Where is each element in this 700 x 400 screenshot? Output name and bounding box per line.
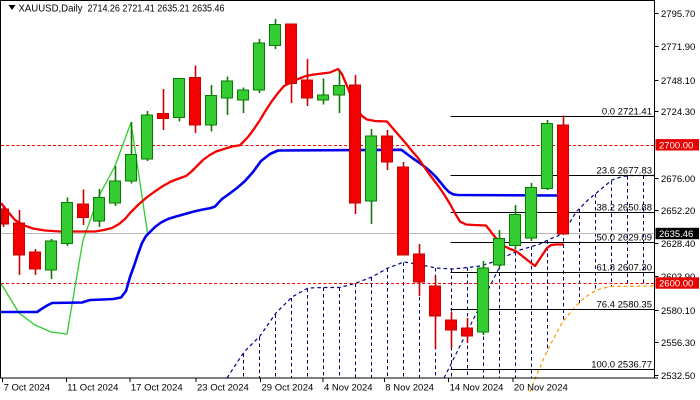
svg-text:2795.70: 2795.70 <box>661 9 695 20</box>
svg-text:20 Nov 2024: 20 Nov 2024 <box>514 383 568 394</box>
svg-text:2771.90: 2771.90 <box>661 42 695 53</box>
svg-text:61.8 2607.30: 61.8 2607.30 <box>597 262 652 273</box>
svg-text:4 Nov 2024: 4 Nov 2024 <box>324 383 373 394</box>
svg-text:0.0 2721.41: 0.0 2721.41 <box>602 106 652 117</box>
svg-text:2580.10: 2580.10 <box>661 306 695 317</box>
svg-text:2748.10: 2748.10 <box>661 76 695 87</box>
svg-text:2600.00: 2600.00 <box>659 279 693 290</box>
svg-text:2724.30: 2724.30 <box>661 107 695 118</box>
svg-text:100.0 2536.77: 100.0 2536.77 <box>591 359 652 370</box>
svg-text:2652.20: 2652.20 <box>661 206 695 217</box>
svg-text:29 Oct 2024: 29 Oct 2024 <box>262 383 314 394</box>
svg-text:7 Oct 2024: 7 Oct 2024 <box>4 383 50 394</box>
svg-text:2635.46: 2635.46 <box>659 229 693 240</box>
svg-text:76.4 2580.35: 76.4 2580.35 <box>597 299 652 310</box>
svg-text:8 Nov 2024: 8 Nov 2024 <box>385 383 434 394</box>
svg-text:XAUUSD,Daily: XAUUSD,Daily <box>19 3 84 15</box>
svg-text:14 Nov 2024: 14 Nov 2024 <box>450 383 504 394</box>
svg-text:2628.40: 2628.40 <box>661 239 695 250</box>
svg-text:50.0 2629.09: 50.0 2629.09 <box>597 232 652 243</box>
svg-text:11 Oct 2024: 11 Oct 2024 <box>67 383 118 394</box>
svg-text:2556.30: 2556.30 <box>661 338 695 349</box>
svg-text:2700.00: 2700.00 <box>659 140 693 151</box>
svg-text:2714.26 2721.41 2635.21 2635.4: 2714.26 2721.41 2635.21 2635.46 <box>88 3 225 15</box>
svg-text:2532.50: 2532.50 <box>661 371 695 382</box>
svg-text:23 Oct 2024: 23 Oct 2024 <box>197 383 249 394</box>
svg-text:2676.00: 2676.00 <box>661 174 695 185</box>
svg-text:38.2 2650.88: 38.2 2650.88 <box>597 202 652 213</box>
svg-text:23.6 2677.83: 23.6 2677.83 <box>597 165 652 176</box>
svg-text:17 Oct 2024: 17 Oct 2024 <box>131 383 183 394</box>
